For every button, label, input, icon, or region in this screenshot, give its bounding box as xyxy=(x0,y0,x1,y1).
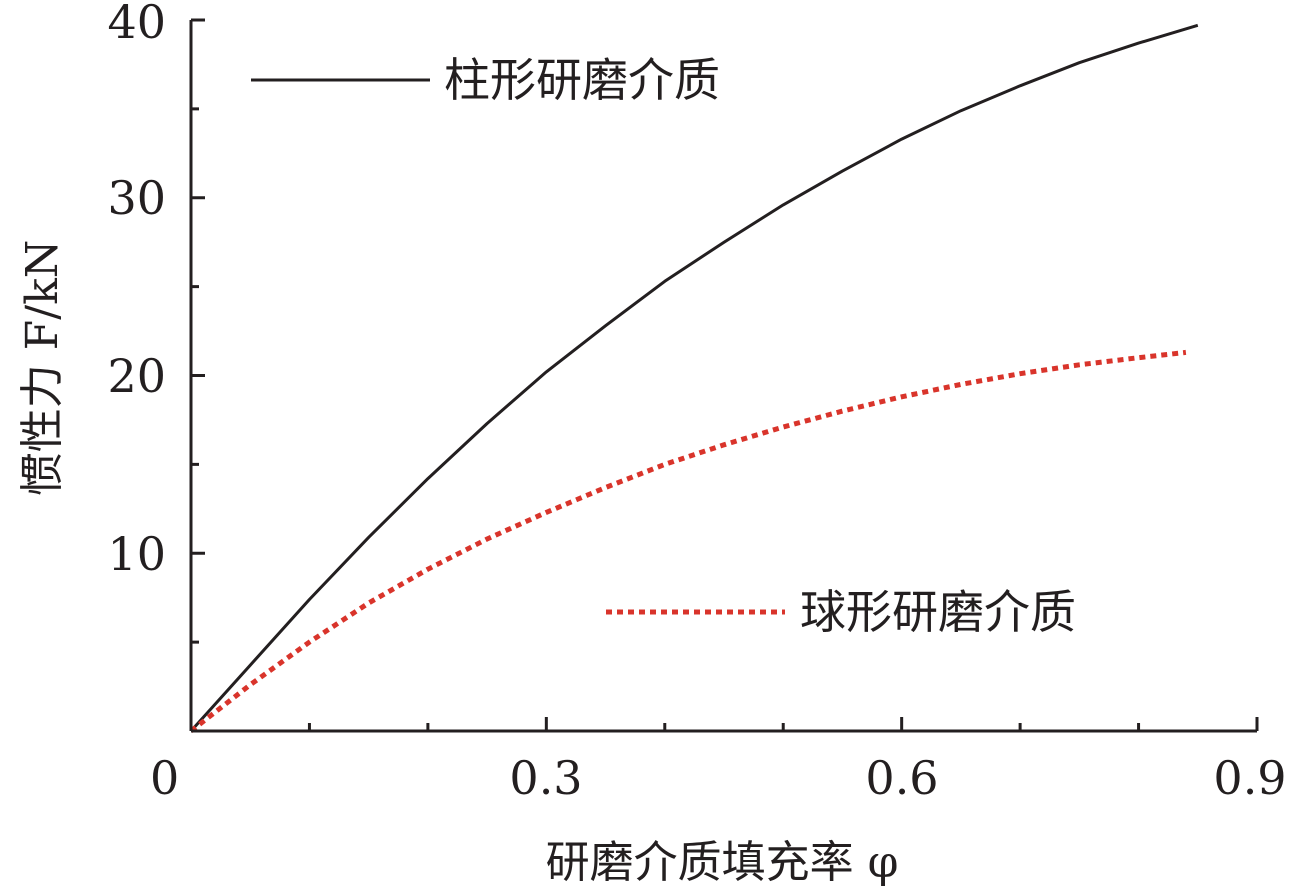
series-line-1 xyxy=(189,349,1187,733)
axis-ticks xyxy=(191,18,1259,731)
legend-entry-cylindrical: 柱形研磨介质 xyxy=(251,53,720,107)
y-tick-label: 40 xyxy=(107,0,166,49)
plot-area xyxy=(189,23,1199,733)
x-tick-label: 0.9 xyxy=(1213,751,1286,805)
y-tick-label: 10 xyxy=(107,527,166,581)
series-line-0 xyxy=(189,23,1199,733)
y-axis-title: 惯性力 F/kN xyxy=(17,240,68,497)
x-tick-label: 0 xyxy=(150,751,179,805)
x-tick-label: 0.6 xyxy=(865,751,938,805)
y-tick-labels: 10 20 30 40 xyxy=(107,0,166,581)
legend-entry-spherical: 球形研磨介质 xyxy=(606,585,1076,639)
axes xyxy=(189,20,1257,733)
x-tick-labels: 0 0.3 0.6 0.9 xyxy=(150,751,1287,805)
x-tick-label: 0.3 xyxy=(509,751,582,805)
y-tick-label: 20 xyxy=(107,349,166,403)
y-tick-label: 30 xyxy=(107,171,166,225)
legend-label: 柱形研磨介质 xyxy=(444,53,720,107)
legend-label: 球形研磨介质 xyxy=(800,585,1076,639)
x-axis-title: 研磨介质填充率 φ xyxy=(546,837,899,888)
